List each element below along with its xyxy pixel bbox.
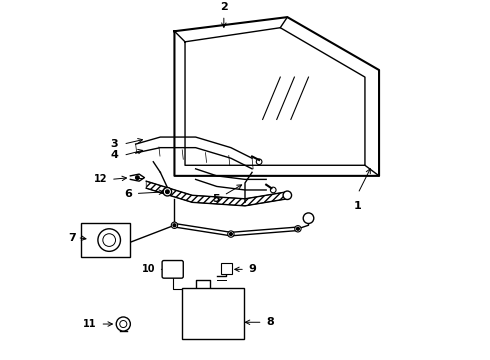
Text: 6: 6: [124, 189, 132, 198]
Text: 7: 7: [68, 233, 75, 243]
Text: 3: 3: [110, 139, 118, 149]
Circle shape: [296, 228, 299, 230]
Circle shape: [98, 229, 121, 251]
Circle shape: [163, 188, 172, 196]
Circle shape: [166, 190, 169, 194]
Circle shape: [283, 191, 292, 199]
Circle shape: [173, 224, 176, 227]
Text: 5: 5: [213, 194, 220, 204]
Circle shape: [116, 317, 130, 331]
Text: 8: 8: [266, 317, 274, 327]
Text: 2: 2: [220, 2, 228, 12]
Circle shape: [136, 176, 139, 179]
Text: 10: 10: [142, 264, 155, 274]
Text: 9: 9: [248, 264, 256, 274]
FancyBboxPatch shape: [182, 288, 245, 339]
FancyBboxPatch shape: [162, 261, 183, 278]
Circle shape: [228, 231, 234, 237]
FancyBboxPatch shape: [221, 263, 232, 274]
Text: 12: 12: [94, 174, 107, 184]
Text: 11: 11: [83, 319, 97, 329]
Circle shape: [172, 222, 177, 229]
Text: 1: 1: [354, 201, 362, 211]
Text: 4: 4: [110, 150, 118, 161]
Circle shape: [229, 233, 232, 235]
Circle shape: [103, 234, 116, 246]
Circle shape: [303, 213, 314, 224]
Circle shape: [295, 226, 301, 232]
Circle shape: [120, 320, 127, 328]
FancyBboxPatch shape: [81, 224, 130, 257]
